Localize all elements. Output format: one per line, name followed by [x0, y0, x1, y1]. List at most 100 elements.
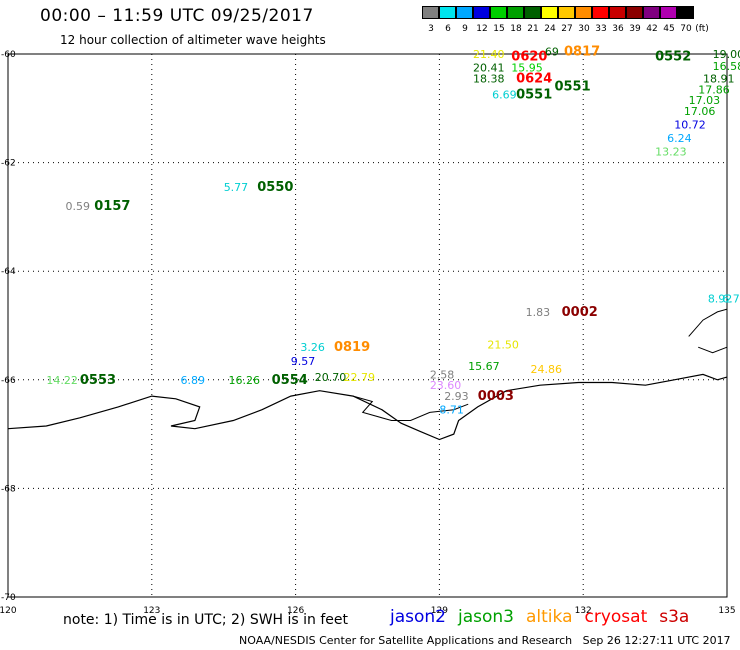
colorbar-level-label: 39 — [629, 24, 641, 34]
swh-annotation: 22.79 — [344, 371, 376, 384]
colorbar-swatch — [660, 6, 677, 19]
swh-annotation: 20.41 — [473, 62, 505, 75]
footer-note: note: 1) Time is in UTC; 2) SWH is in fe… — [63, 612, 349, 628]
swh-annotation: 0551 — [554, 80, 590, 95]
swh-annotation: 24.86 — [530, 363, 562, 376]
swh-annotation: 5.77 — [224, 181, 249, 194]
colorbar-level-label: 12 — [476, 24, 488, 34]
swh-annotation: 6.89 — [181, 374, 206, 387]
colorbar-unit-label: (ft) — [695, 24, 709, 34]
colorbar-swatch — [490, 6, 507, 19]
swh-annotation: 0003 — [478, 389, 514, 404]
colorbar-level-label: 70 — [680, 24, 692, 34]
colorbar-level-label: 3 — [428, 24, 434, 34]
swh-annotation: 2.58 — [430, 368, 455, 381]
swh-annotation: 0157 — [94, 199, 130, 214]
colorbar-swatch — [592, 6, 609, 19]
latitude-label: -60 — [1, 50, 16, 60]
swh-annotation: 0.59 — [66, 200, 91, 213]
ice-shelf-outline — [352, 395, 469, 421]
swh-annotation: 8.92 — [708, 292, 733, 305]
latitude-label: -68 — [1, 484, 16, 494]
latitude-label: -64 — [1, 267, 16, 277]
swh-annotation: 10.72 — [674, 119, 706, 132]
swh-annotation: 0002 — [562, 305, 598, 320]
legend-item-cryosat: cryosat — [584, 607, 648, 627]
colorbar-level-label: 6 — [445, 24, 451, 34]
swh-annotation: 0817 — [564, 44, 600, 59]
swh-annotation: 1.83 — [526, 306, 551, 319]
swh-annotation: 0550 — [257, 180, 293, 195]
colorbar-swatch — [541, 6, 558, 19]
colorbar-level-label: 42 — [646, 24, 658, 34]
swh-annotation: 6.74 — [722, 292, 740, 305]
swh-annotation: 2.93 — [444, 390, 469, 403]
legend-item-jason3: jason3 — [458, 607, 514, 627]
page-title: 00:00 – 11:59 UTC 09/25/2017 — [40, 6, 314, 26]
swh-annotation: 21.40 — [473, 48, 505, 61]
colorbar-level-label: 9 — [462, 24, 468, 34]
colorbar-swatch — [558, 6, 575, 19]
latitude-label: -62 — [1, 159, 16, 169]
swh-annotation: 16.58 — [713, 60, 740, 73]
swh-annotation: 16.26 — [228, 374, 260, 387]
swh-annotation: 15.95 — [511, 62, 543, 75]
coastline-island — [688, 308, 728, 354]
swh-annotation: 8.71 — [439, 404, 464, 417]
colorbar-level-label: 15 — [493, 24, 505, 34]
latitude-label: -70 — [1, 593, 16, 603]
footer-credit: NOAA/NESDIS Center for Satellite Applica… — [239, 634, 731, 647]
swh-annotation: 17.86 — [698, 83, 730, 96]
map-frame — [7, 53, 728, 598]
swh-annotation: 69 — [545, 45, 559, 58]
legend-item-jason2: jason2 — [390, 607, 446, 627]
swh-annotation: 21.50 — [487, 339, 519, 352]
page-subtitle: 12 hour collection of altimeter wave hei… — [60, 33, 326, 47]
colorbar-swatch — [456, 6, 473, 19]
swh-annotation: 6.24 — [667, 132, 692, 145]
colorbar-level-label: 36 — [612, 24, 624, 34]
swh-annotation: 18.91 — [703, 72, 735, 85]
longitude-label: 132 — [575, 606, 592, 616]
swh-annotation: 9.57 — [291, 355, 316, 368]
swh-annotation: 3.26 — [300, 341, 325, 354]
longitude-label: 135 — [718, 606, 735, 616]
coastline — [7, 373, 728, 441]
swh-annotation: 6.69 — [492, 89, 517, 102]
swh-annotation: 0624 — [516, 71, 552, 86]
longitude-label: 126 — [287, 606, 304, 616]
longitude-label: 129 — [431, 606, 448, 616]
swh-annotation: 0554 — [272, 373, 308, 388]
colorbar-level-label: 18 — [510, 24, 522, 34]
swh-annotation: 14.22 — [46, 374, 77, 387]
timestamp-text: Sep 26 12:27:11 UTC 2017 — [582, 634, 731, 647]
swh-annotation: 15.67 — [468, 360, 500, 373]
swh-annotation: 19.00 — [713, 48, 740, 61]
colorbar-level-label: 21 — [527, 24, 539, 34]
swh-annotation: 20.70 — [315, 371, 347, 384]
longitude-label: 120 — [0, 606, 17, 616]
swh-annotation: 17.03 — [689, 94, 721, 107]
swh-annotation: 0553 — [80, 373, 116, 388]
swh-annotation: 18.38 — [473, 72, 505, 85]
swh-annotation: 0551 — [516, 88, 552, 103]
colorbar-swatch — [626, 6, 643, 19]
credit-text: NOAA/NESDIS Center for Satellite Applica… — [239, 634, 573, 647]
colorbar-level-label: 33 — [595, 24, 607, 34]
colorbar-swatch — [473, 6, 490, 19]
longitude-label: 123 — [143, 606, 160, 616]
colorbar-level-label: 30 — [578, 24, 590, 34]
colorbar-swatch — [422, 6, 439, 19]
legend-item-s3a: s3a — [659, 607, 690, 627]
colorbar-swatch — [575, 6, 592, 19]
colorbar-level-label: 24 — [544, 24, 556, 34]
colorbar-swatch — [677, 6, 694, 19]
colorbar-swatch — [439, 6, 456, 19]
swh-annotation: 0819 — [334, 340, 370, 355]
swh-annotation: 17.06 — [684, 105, 716, 118]
swh-annotation: 13.23 — [655, 146, 687, 159]
colorbar-swatch — [643, 6, 660, 19]
swh-annotation: 0552 — [655, 50, 691, 65]
latitude-label: -66 — [1, 376, 16, 386]
